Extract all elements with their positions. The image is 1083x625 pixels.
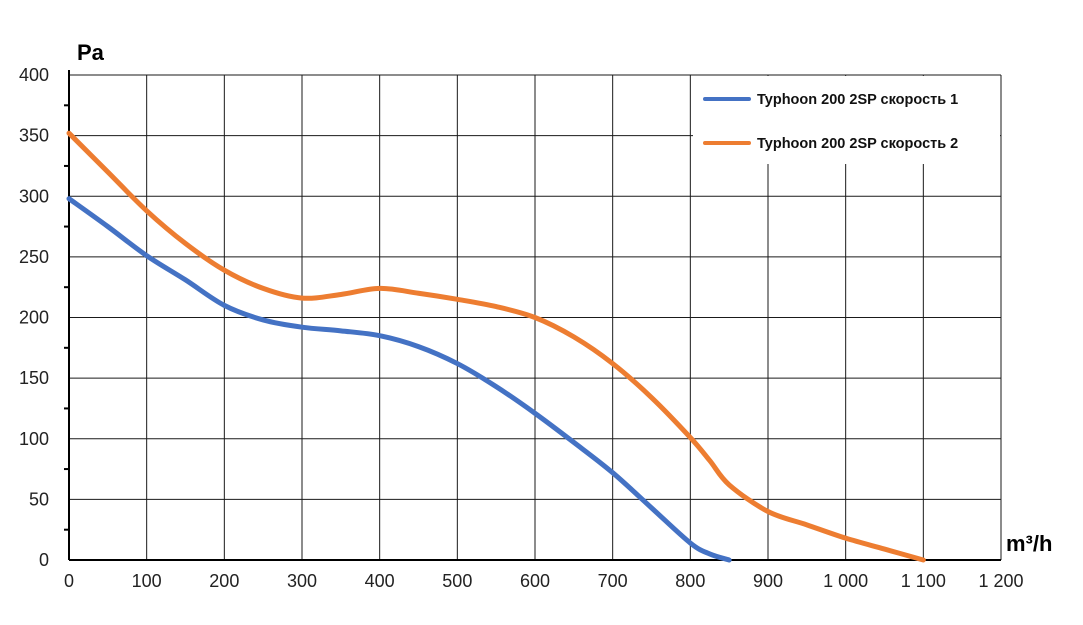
y-tick-label: 250 (19, 247, 49, 267)
y-axis-ticks: 0 50 100 150 200 250 300 350 400 (19, 65, 69, 570)
axes (68, 70, 1001, 561)
y-tick-label: 150 (19, 368, 49, 388)
legend-label-series-1: Typhoon 200 2SP скорость 1 (757, 92, 958, 108)
x-tick-label: 300 (287, 571, 317, 591)
y-tick-label: 0 (39, 550, 49, 570)
x-tick-label: 1 200 (978, 571, 1023, 591)
y-tick-label: 50 (29, 489, 49, 509)
y-tick-label: 350 (19, 126, 49, 146)
legend-box (693, 76, 1000, 164)
series-line-2 (66, 130, 926, 563)
x-tick-label: 900 (753, 571, 783, 591)
x-axis-label: m³/h (1006, 531, 1052, 556)
legend-label-series-2: Typhoon 200 2SP скорость 2 (757, 136, 958, 152)
x-tick-label: 100 (132, 571, 162, 591)
x-tick-label: 700 (598, 571, 628, 591)
x-tick-label: 1 100 (901, 571, 946, 591)
y-tick-label: 200 (19, 308, 49, 328)
x-tick-label: 0 (64, 571, 74, 591)
x-tick-label: 500 (442, 571, 472, 591)
y-tick-label: 300 (19, 186, 49, 206)
x-tick-label: 800 (675, 571, 705, 591)
x-tick-label: 600 (520, 571, 550, 591)
y-tick-label: 100 (19, 429, 49, 449)
x-axis-ticks: 0 100 200 300 400 500 600 700 800 900 1 000 1 100 1 … (64, 571, 1024, 591)
legend: Typhoon 200 2SP скорость 1 Typhoon 200 2… (693, 76, 1000, 164)
x-tick-label: 400 (365, 571, 395, 591)
y-axis-label: Pa (77, 40, 105, 65)
series-lines (66, 130, 926, 563)
x-tick-label: 200 (209, 571, 239, 591)
y-tick-label: 400 (19, 65, 49, 85)
series-line-1 (66, 196, 732, 563)
x-tick-label: 1 000 (823, 571, 868, 591)
